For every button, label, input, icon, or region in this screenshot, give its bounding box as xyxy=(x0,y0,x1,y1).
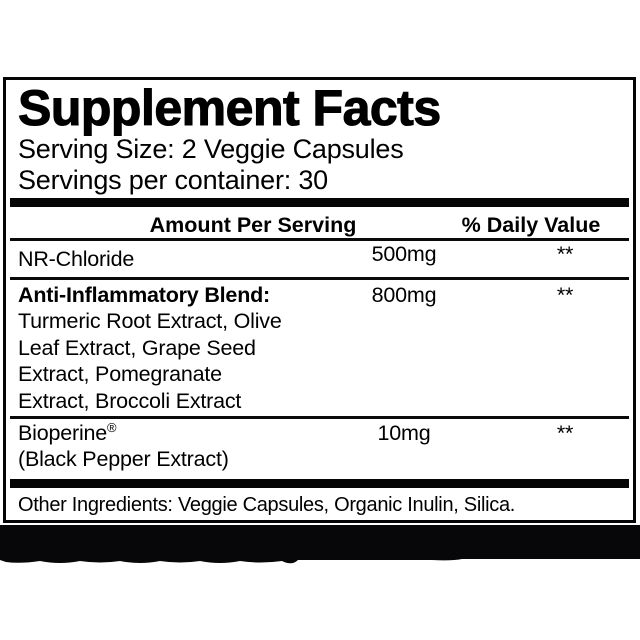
divider-thin xyxy=(10,238,629,241)
blend-detail-line: Leaf Extract, Grape Seed xyxy=(18,335,256,360)
other-ingredients-line: Other Ingredients: Veggie Capsules, Orga… xyxy=(18,493,516,516)
ingredient-amount: 800mg xyxy=(371,282,437,307)
table-row-bioperine: Bioperine® (Black Pepper Extract) 10mg *… xyxy=(6,419,633,478)
column-header-daily-value: % Daily Value xyxy=(461,213,601,237)
blend-detail-line: Extract, Pomegranate xyxy=(18,362,222,387)
serving-size-line: Serving Size: 2 Veggie Capsules xyxy=(18,134,404,164)
serving-info: Serving Size: 2 Veggie Capsules Servings… xyxy=(6,134,633,196)
blend-name: Anti-Inflammatory Blend: xyxy=(18,282,271,307)
registered-trademark-symbol: ® xyxy=(107,419,117,435)
servings-per-container-line: Servings per container: 30 xyxy=(18,165,328,195)
ingredient-name: NR-Chloride xyxy=(18,247,135,271)
table-row-anti-inflammatory-blend: Anti-Inflammatory Blend: Turmeric Root E… xyxy=(6,280,633,417)
blend-detail-line: Extract, Broccoli Extract xyxy=(18,388,242,413)
bottom-black-bar xyxy=(0,525,640,564)
column-header-amount: Amount Per Serving xyxy=(149,213,357,237)
divider-thin xyxy=(10,277,629,280)
table-header-row: Amount Per Serving % Daily Value xyxy=(6,212,633,238)
ingredient-daily-value: ** xyxy=(556,282,574,307)
ingredient-daily-value: ** xyxy=(556,420,574,445)
panel-title: Supplement Facts xyxy=(17,80,441,136)
supplement-facts-panel: Supplement Facts Serving Size: 2 Veggie … xyxy=(3,77,636,523)
divider-thin xyxy=(10,416,629,419)
ingredient-daily-value: ** xyxy=(556,241,574,266)
table-row-nr-chloride: NR-Chloride 500mg ** xyxy=(6,241,633,278)
divider-thick-top xyxy=(10,198,629,207)
divider-thick-bottom xyxy=(10,478,629,488)
ingredient-amount: 10mg xyxy=(377,420,431,445)
ingredient-name-sub: (Black Pepper Extract) xyxy=(18,446,229,471)
blend-detail-line: Turmeric Root Extract, Olive xyxy=(18,309,282,334)
ingredient-name: Bioperine® xyxy=(18,419,117,445)
ingredient-amount: 500mg xyxy=(371,241,437,266)
